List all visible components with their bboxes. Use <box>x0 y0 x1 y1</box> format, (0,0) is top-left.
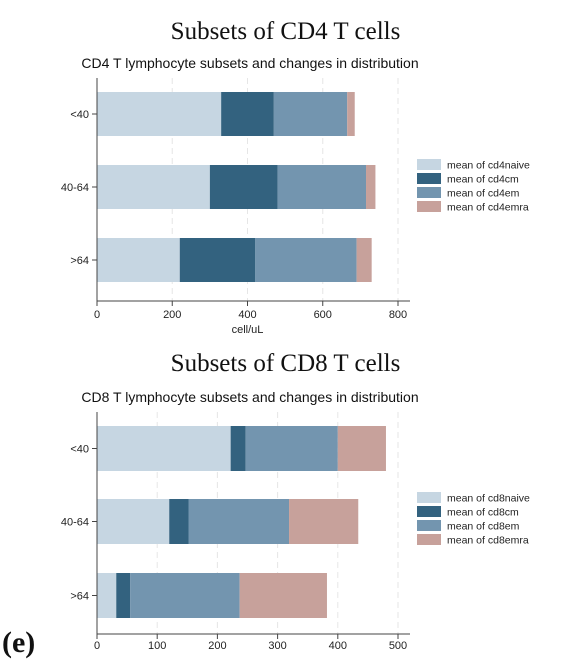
cd8-legend-swatch <box>417 534 441 545</box>
cd4-bar-segment <box>366 165 376 209</box>
cd4-legend-swatch <box>417 173 441 184</box>
cd8-x-tick-label: 100 <box>148 640 166 652</box>
cd8-bar-segment <box>239 573 327 618</box>
cd4-bar-segment <box>277 165 367 209</box>
cd8-bar-segment <box>169 499 189 544</box>
cd8-legend-label: mean of cd8cm <box>447 507 519 519</box>
cd4-x-tick-label: 200 <box>163 309 181 321</box>
cd8-x-tick-label: 300 <box>268 640 286 652</box>
cd8-bar-segment <box>289 499 359 544</box>
cd8-legend-label: mean of cd8naive <box>447 493 530 505</box>
cd4-x-tick-label: 400 <box>238 309 256 321</box>
cd4-bar-segment <box>97 165 210 209</box>
cd8-bar-segment <box>245 426 338 471</box>
cd4-legend-label: mean of cd4cm <box>447 174 519 186</box>
cd8-legend-label: mean of cd8emra <box>447 535 529 547</box>
cd4-x-tick-label: 600 <box>314 309 332 321</box>
cd4-bar-segment <box>356 238 372 282</box>
cd4-bar-segment <box>179 238 256 282</box>
cd4-category-label: 40-64 <box>61 182 89 194</box>
cd8-bar-segment <box>116 573 131 618</box>
cd4-bar-segment <box>273 92 348 136</box>
cd8-x-tick-label: 500 <box>389 640 407 652</box>
cd8-bar-segment <box>130 573 240 618</box>
cd4-legend-label: mean of cd4emra <box>447 202 529 214</box>
cd4-stacked-bar-chart: <40 40-64 >64 0 200 400 600 800 cell/uL mean of c… <box>61 78 530 336</box>
cd4-bar-segment <box>97 238 180 282</box>
cd8-category-label: >64 <box>70 591 89 603</box>
cd8-legend-swatch <box>417 520 441 531</box>
cd4-legend-swatch <box>417 201 441 212</box>
cd8-bar-segment <box>230 426 246 471</box>
cd4-bar-segment <box>209 165 278 209</box>
cd4-category-label: >64 <box>70 255 89 267</box>
cd4-bar-segment <box>97 92 222 136</box>
cd4-bar-segment <box>255 238 357 282</box>
cd8-panel-heading: Subsets of CD8 T cells <box>170 350 401 377</box>
panel-label: (e) <box>2 626 36 659</box>
cd4-category-label: <40 <box>70 109 89 121</box>
cd4-x-tick-label: 0 <box>94 309 100 321</box>
cd8-bar-segment <box>97 499 170 544</box>
cd8-bar-segment <box>97 573 117 618</box>
cd4-bar-segment <box>221 92 274 136</box>
cd8-x-tick-label: 400 <box>329 640 347 652</box>
cd4-bar-segment <box>347 92 355 136</box>
cd8-category-label: 40-64 <box>61 517 89 529</box>
cd8-bar-segment <box>188 499 290 544</box>
cd8-legend-swatch <box>417 506 441 517</box>
cd4-legend-swatch <box>417 159 441 170</box>
cd4-x-tick-label: 800 <box>389 309 407 321</box>
cd8-chart-title: CD8 T lymphocyte subsets and changes in … <box>81 389 419 405</box>
cd4-legend-swatch <box>417 187 441 198</box>
cd4-x-axis-label: cell/uL <box>232 324 264 336</box>
cd4-panel-heading: Subsets of CD4 T cells <box>170 18 401 45</box>
cd4-legend-label: mean of cd4naive <box>447 160 530 172</box>
cd8-bar-segment <box>337 426 386 471</box>
cd8-legend-label: mean of cd8em <box>447 521 520 533</box>
cd4-legend-label: mean of cd4em <box>447 188 520 200</box>
cd8-bar-segment <box>97 426 231 471</box>
cd8-category-label: <40 <box>70 444 89 456</box>
cd8-legend-swatch <box>417 492 441 503</box>
cd8-x-tick-label: 200 <box>208 640 226 652</box>
cd4-chart-title: CD4 T lymphocyte subsets and changes in … <box>81 55 419 71</box>
cd8-x-tick-label: 0 <box>94 640 100 652</box>
